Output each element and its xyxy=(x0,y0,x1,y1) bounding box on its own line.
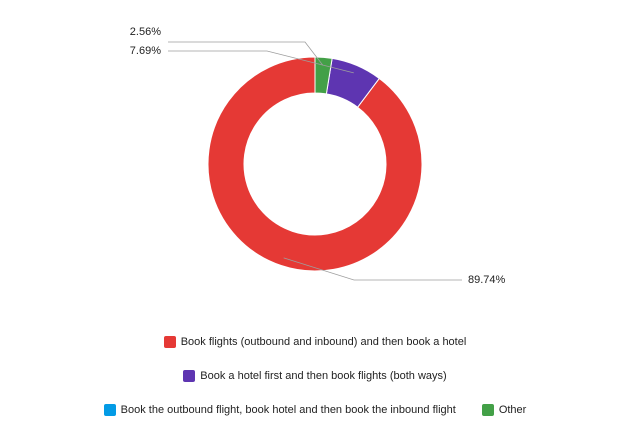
legend-item[interactable]: Book a hotel first and then book flights… xyxy=(183,370,447,382)
legend-label: Book flights (outbound and inbound) and … xyxy=(180,336,467,348)
legend-row: Book a hotel first and then book flights… xyxy=(0,370,630,382)
legend-label: Book a hotel first and then book flights… xyxy=(200,370,447,382)
leader-line xyxy=(168,41,324,66)
legend-swatch xyxy=(103,404,116,416)
slice-label: 7.69% xyxy=(130,45,161,57)
donut-chart: 89.74% 7.69% 2.56% xyxy=(130,26,506,286)
slice-label: 2.56% xyxy=(130,26,161,38)
legend-row: Book flights (outbound and inbound) and … xyxy=(0,336,630,348)
slice-label: 89.74% xyxy=(468,274,506,286)
legend-swatch xyxy=(183,370,196,382)
legend-swatch xyxy=(163,336,176,348)
donut-slice[interactable] xyxy=(207,56,423,272)
donut-slices xyxy=(207,56,423,272)
leader-line xyxy=(168,50,354,74)
legend-label: Other xyxy=(498,404,527,416)
leader-line xyxy=(283,257,462,281)
leader-lines xyxy=(168,41,462,281)
legend-row: Book the outbound flight, book hotel and… xyxy=(0,404,630,416)
legend-swatch xyxy=(481,404,494,416)
legend-item[interactable]: Book the outbound flight, book hotel and… xyxy=(103,404,456,416)
slice-labels: 89.74% 7.69% 2.56% xyxy=(130,26,506,286)
legend-label: Book the outbound flight, book hotel and… xyxy=(120,404,456,416)
legend-item[interactable]: Book flights (outbound and inbound) and … xyxy=(163,336,467,348)
legend-item[interactable]: Other xyxy=(481,404,527,416)
